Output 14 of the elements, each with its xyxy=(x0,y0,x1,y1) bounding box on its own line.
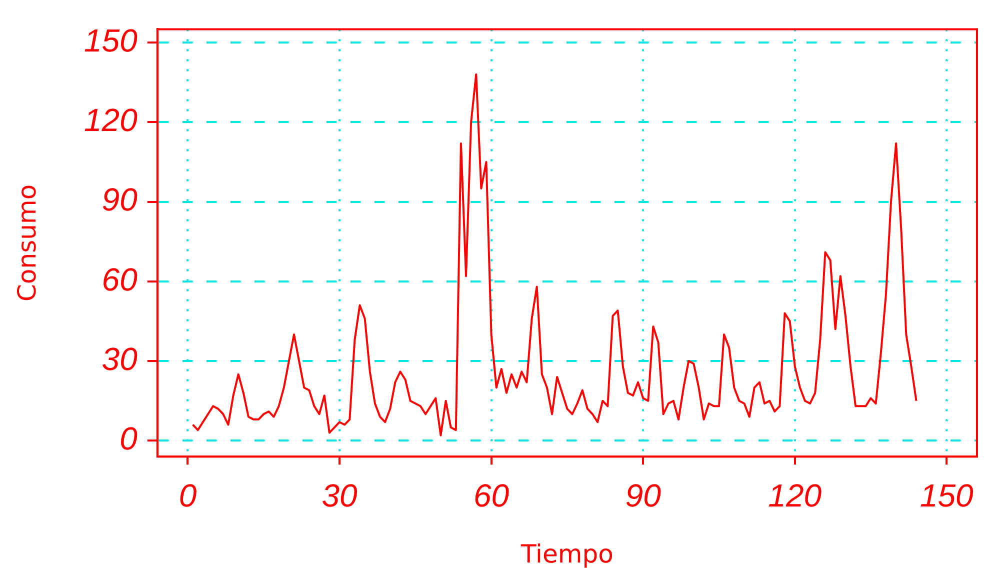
x-tick-label: 120 xyxy=(768,478,822,514)
x-tick-label: 90 xyxy=(625,478,662,514)
y-axis-title: Consumo xyxy=(12,184,42,302)
y-tick-label: 0 xyxy=(120,420,138,457)
x-tick-label: 60 xyxy=(474,478,510,514)
y-tick-label: 30 xyxy=(102,340,138,377)
y-tick-label: 120 xyxy=(84,102,138,138)
x-axis-title: Tiempo xyxy=(520,540,614,568)
y-tick-label: 150 xyxy=(84,22,138,58)
y-tick-label: 60 xyxy=(102,261,138,298)
x-tick-label: 150 xyxy=(920,478,974,514)
x-tick-label: 30 xyxy=(322,478,358,514)
x-tick-label: 0 xyxy=(178,478,197,514)
y-tick-label: 90 xyxy=(102,182,138,218)
